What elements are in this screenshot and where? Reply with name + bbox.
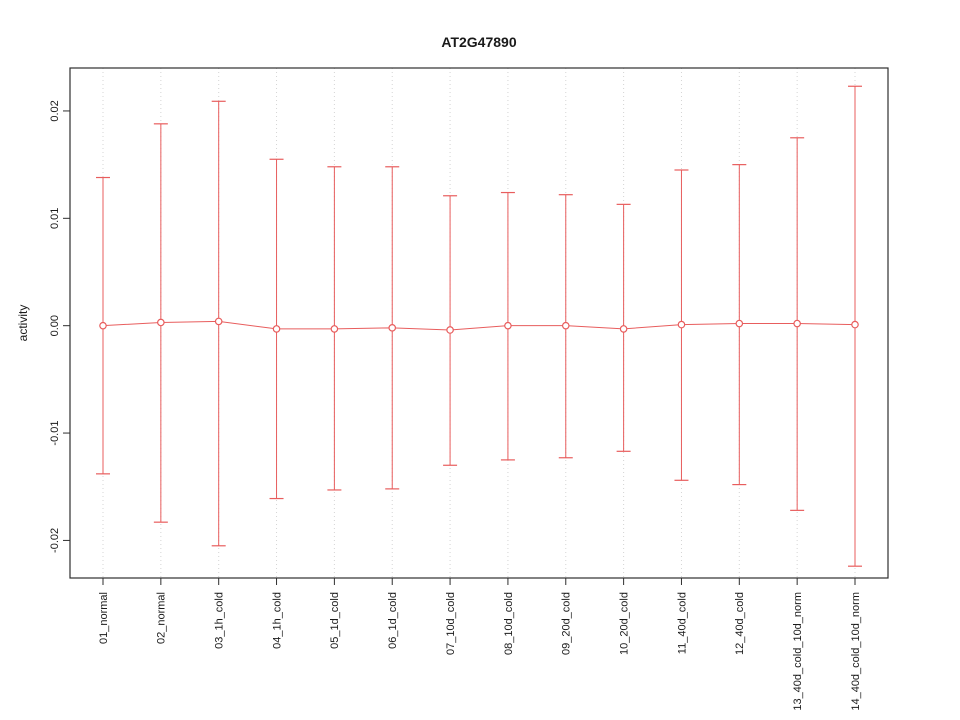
y-tick-label: 0.02	[49, 100, 61, 121]
data-point	[561, 321, 570, 330]
y-axis-label: activity	[16, 305, 30, 342]
y-tick-label: -0.01	[49, 421, 61, 446]
y-tick-label: -0.02	[49, 528, 61, 553]
data-point	[735, 319, 744, 328]
plot-border	[69, 67, 889, 579]
data-point	[99, 321, 107, 330]
data-point	[677, 320, 686, 329]
data-point	[157, 318, 165, 327]
data-point	[330, 325, 339, 333]
data-point	[446, 326, 454, 334]
x-tick-label: 05_1d_cold	[329, 592, 341, 649]
plot-area: -0.02 -0.01 0.00 0.01 0.02 01_normal 02_normal…	[49, 67, 889, 711]
x-tick-label: 04_1h_cold	[271, 592, 283, 649]
data-point	[619, 325, 628, 333]
x-tick-label: 06_1d_cold	[387, 592, 399, 649]
x-tick-label: 01_normal	[98, 592, 110, 644]
x-tick-label: 03_1h_cold	[214, 592, 226, 649]
x-tick-label: 02_normal	[156, 592, 168, 644]
data-point	[793, 319, 801, 328]
data-point	[214, 317, 223, 326]
center-line	[102, 320, 856, 331]
y-tick-label: 0.01	[49, 208, 61, 229]
x-tick-label: 12_40d_cold	[734, 592, 746, 655]
chart-title: AT2G47890	[441, 34, 516, 50]
x-tick-label: 08_10d_cold	[503, 592, 515, 655]
x-tick-label: 13_40d_cold_10d_norm	[792, 592, 804, 711]
data-point	[504, 321, 512, 330]
data-point	[388, 324, 397, 332]
x-tick-label: 11_40d_cold	[676, 592, 688, 654]
data-point	[851, 320, 859, 329]
y-tick-label: 0.00	[49, 315, 61, 336]
data-point	[272, 325, 281, 333]
x-tick-label: 10_20d_cold	[618, 592, 630, 655]
x-tick-label: 14_40d_cold_10d_norm	[850, 592, 862, 711]
x-tick-label: 09_20d_cold	[561, 592, 573, 655]
x-tick-label: 07_10d_cold	[445, 592, 457, 655]
